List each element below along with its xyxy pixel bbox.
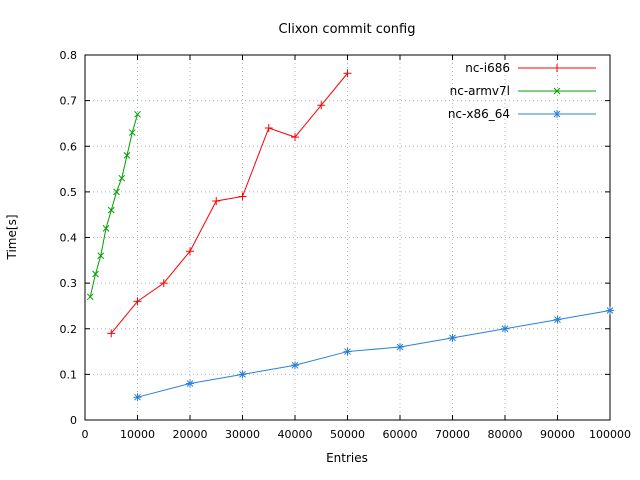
- plus-marker-icon: [186, 247, 194, 256]
- series-nc-i686: [107, 69, 352, 338]
- series-line: [89, 114, 138, 297]
- star-marker-icon: [448, 333, 457, 342]
- plus-marker-icon: [238, 192, 247, 201]
- plus-marker-icon: [343, 69, 352, 78]
- plus-marker-icon: [133, 297, 142, 306]
- legend-label-nc-i686: nc-i686: [465, 61, 510, 75]
- chart-title: Clixon commit config: [279, 22, 416, 37]
- axis-ticks: [84, 54, 611, 421]
- cross-marker-icon: [86, 293, 94, 301]
- plot-border: [84, 54, 611, 421]
- x-tick-label: 100000: [589, 428, 631, 441]
- series-line: [137, 310, 611, 398]
- cross-marker-icon: [107, 206, 115, 214]
- x-tick-label: 50000: [330, 428, 365, 441]
- plus-marker-icon: [317, 101, 326, 110]
- y-tick-label: 0.1: [60, 368, 78, 381]
- x-tick-label: 60000: [383, 428, 418, 441]
- y-axis-label: Time[s]: [5, 215, 19, 261]
- plus-marker-icon: [291, 133, 299, 142]
- plus-marker-icon: [212, 197, 221, 205]
- star-marker-icon: [238, 370, 247, 379]
- series-nc-x86_64: [133, 306, 614, 402]
- x-tick-label: 70000: [435, 428, 470, 441]
- series-nc-armv7l: [86, 110, 141, 301]
- plus-marker-icon: [553, 64, 561, 72]
- y-tick-label: 0.7: [60, 95, 78, 108]
- star-marker-icon: [396, 343, 404, 351]
- x-axis-label: Entries: [326, 451, 368, 465]
- y-tick-label: 0: [70, 414, 77, 427]
- star-marker-icon: [606, 306, 614, 315]
- star-marker-icon: [553, 315, 562, 324]
- y-tick-label: 0.4: [60, 232, 78, 245]
- star-marker-icon: [343, 347, 352, 356]
- star-marker-icon: [553, 110, 561, 118]
- series-line: [110, 72, 348, 334]
- x-tick-label: 0: [82, 428, 89, 441]
- legend-label-nc-armv7l: nc-armv7l: [450, 84, 510, 98]
- y-tick-label: 0.8: [60, 49, 78, 62]
- x-tick-label: 20000: [173, 428, 208, 441]
- legend: nc-i686 nc-armv7l nc-x86_64: [448, 61, 596, 121]
- star-marker-icon: [133, 393, 142, 402]
- plot-area: 0 10000 20000 30000 40000 50000 60000 70000 8000…: [60, 49, 632, 441]
- y-tick-label: 0.2: [60, 323, 78, 336]
- y-tick-label: 0.6: [60, 140, 78, 153]
- cross-marker-icon: [123, 152, 131, 159]
- cross-marker-icon: [102, 225, 110, 232]
- star-marker-icon: [291, 361, 299, 370]
- x-tick-label: 80000: [488, 428, 523, 441]
- cross-marker-icon: [97, 252, 105, 260]
- cross-marker-icon: [128, 129, 136, 136]
- plus-marker-icon: [159, 279, 168, 288]
- cross-marker-icon: [113, 188, 120, 196]
- grid-lines: [85, 55, 610, 420]
- x-tick-label: 90000: [540, 428, 575, 441]
- plus-marker-icon: [264, 124, 273, 132]
- legend-label-nc-x86_64: nc-x86_64: [448, 107, 510, 121]
- cross-marker-icon: [134, 110, 141, 118]
- x-tick-label: 40000: [278, 428, 313, 441]
- star-marker-icon: [501, 324, 509, 333]
- tick-labels: 0 10000 20000 30000 40000 50000 60000 70000 8000…: [60, 49, 632, 441]
- star-marker-icon: [186, 379, 194, 388]
- cross-marker-icon: [92, 270, 99, 278]
- x-tick-label: 10000: [120, 428, 155, 441]
- plus-marker-icon: [107, 329, 116, 338]
- y-tick-label: 0.5: [60, 186, 78, 199]
- cross-marker-icon: [118, 174, 126, 182]
- cross-marker-icon: [553, 87, 561, 95]
- x-tick-label: 30000: [225, 428, 260, 441]
- y-tick-label: 0.3: [60, 277, 78, 290]
